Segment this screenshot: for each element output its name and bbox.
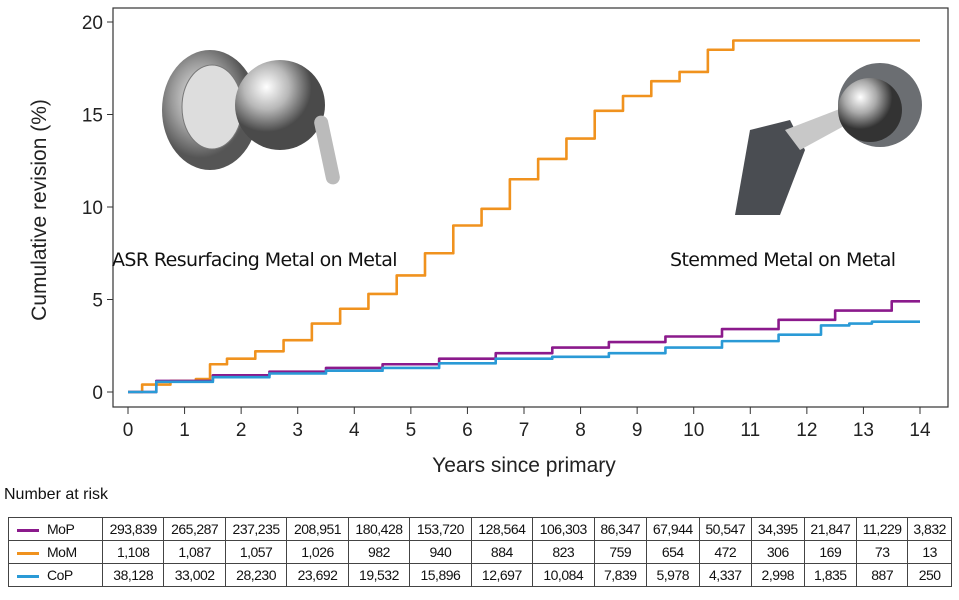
risk-count-cell: 23,692 bbox=[286, 563, 349, 587]
y-tick-label: 10 bbox=[82, 198, 103, 219]
risk-count-cell: 759 bbox=[593, 540, 648, 564]
table-row: CoP 38,128 33,002 28,230 23,692 19,532 15,896 1… bbox=[8, 563, 952, 587]
legend-swatch bbox=[17, 551, 39, 555]
risk-count-cell: 884 bbox=[470, 540, 534, 564]
row-label: CoP bbox=[47, 567, 73, 583]
x-tick-label: 2 bbox=[236, 420, 247, 441]
row-label-cell: CoP bbox=[8, 563, 103, 587]
risk-count-cell: 153,720 bbox=[409, 517, 472, 541]
y-tick-label: 20 bbox=[82, 13, 103, 34]
risk-count-cell: 237,235 bbox=[224, 517, 288, 541]
risk-count-cell: 982 bbox=[347, 540, 411, 564]
risk-count-cell: 306 bbox=[751, 540, 805, 564]
y-tick-label: 15 bbox=[82, 106, 103, 127]
stemmed-implant-image bbox=[730, 60, 930, 215]
risk-count-cell: 5,978 bbox=[646, 563, 700, 587]
risk-count-cell: 38,128 bbox=[101, 563, 165, 587]
table-row: MoM 1,108 1,087 1,057 1,026 982 940 884 823 759 65… bbox=[8, 540, 952, 564]
table-row: MoP 293,839 265,287 237,235 208,951 180,428 15… bbox=[8, 517, 952, 541]
risk-count-cell: 169 bbox=[803, 540, 858, 564]
row-label: MoP bbox=[47, 521, 75, 537]
risk-count-cell: 67,944 bbox=[646, 517, 700, 541]
x-tick-label: 0 bbox=[123, 420, 134, 441]
risk-count-cell: 34,395 bbox=[751, 517, 805, 541]
x-tick-label: 5 bbox=[406, 420, 417, 441]
x-tick-label: 9 bbox=[632, 420, 643, 441]
risk-count-cell: 28,230 bbox=[224, 563, 288, 587]
risk-count-cell: 293,839 bbox=[101, 517, 165, 541]
risk-count-cell: 2,998 bbox=[751, 563, 805, 587]
risk-count-cell: 12,697 bbox=[470, 563, 534, 587]
risk-count-cell: 1,057 bbox=[224, 540, 288, 564]
risk-count-cell: 15,896 bbox=[409, 563, 472, 587]
series-line-cop bbox=[128, 320, 920, 394]
risk-count-cell: 208,951 bbox=[286, 517, 349, 541]
y-axis-label: Cumulative revision (%) bbox=[28, 99, 51, 321]
risk-table-title: Number at risk bbox=[4, 486, 109, 503]
risk-count-cell: 106,303 bbox=[532, 517, 595, 541]
risk-count-cell: 180,428 bbox=[347, 517, 411, 541]
risk-count-cell: 19,532 bbox=[347, 563, 411, 587]
x-tick-label: 8 bbox=[575, 420, 586, 441]
y-tick-label: 5 bbox=[92, 291, 103, 312]
risk-count-cell: 13 bbox=[907, 540, 952, 564]
legend-swatch bbox=[17, 528, 39, 532]
x-tick-label: 7 bbox=[519, 420, 530, 441]
x-tick-label: 14 bbox=[909, 420, 931, 441]
x-tick-label: 6 bbox=[462, 420, 473, 441]
risk-count-cell: 21,847 bbox=[803, 517, 858, 541]
risk-count-cell: 11,229 bbox=[856, 517, 909, 541]
risk-count-cell: 1,108 bbox=[101, 540, 165, 564]
series-line-mom bbox=[128, 39, 920, 394]
risk-count-cell: 887 bbox=[856, 563, 909, 587]
x-tick-label: 12 bbox=[796, 420, 817, 441]
x-tick-label: 3 bbox=[292, 420, 303, 441]
y-tick-label: 0 bbox=[92, 383, 103, 404]
x-tick-label: 1 bbox=[179, 420, 190, 441]
annotation-asr-resurfacing: ASR Resurfacing Metal on Metal bbox=[112, 249, 398, 271]
risk-count-cell: 50,547 bbox=[698, 517, 753, 541]
x-tick-label: 10 bbox=[683, 420, 704, 441]
risk-count-cell: 128,564 bbox=[470, 517, 534, 541]
risk-count-cell: 7,839 bbox=[593, 563, 648, 587]
row-label-cell: MoM bbox=[8, 540, 103, 564]
risk-count-cell: 940 bbox=[409, 540, 472, 564]
annotation-stemmed: Stemmed Metal on Metal bbox=[670, 249, 896, 271]
risk-count-cell: 265,287 bbox=[163, 517, 226, 541]
x-axis-label: Years since primary bbox=[432, 454, 616, 477]
legend-swatch bbox=[17, 574, 39, 578]
risk-count-cell: 1,026 bbox=[286, 540, 349, 564]
risk-count-cell: 250 bbox=[907, 563, 952, 587]
risk-count-cell: 86,347 bbox=[593, 517, 648, 541]
resurfacing-implant-image bbox=[150, 45, 370, 195]
x-tick-label: 11 bbox=[740, 420, 760, 441]
number-at-risk-table: MoP 293,839 265,287 237,235 208,951 180,428 15… bbox=[8, 517, 952, 587]
risk-count-cell: 3,832 bbox=[907, 517, 952, 541]
risk-count-cell: 10,084 bbox=[532, 563, 595, 587]
risk-count-cell: 4,337 bbox=[698, 563, 753, 587]
row-label: MoM bbox=[47, 544, 77, 560]
risk-count-cell: 823 bbox=[532, 540, 595, 564]
x-tick-label: 4 bbox=[349, 420, 360, 441]
risk-count-cell: 654 bbox=[646, 540, 700, 564]
risk-count-cell: 33,002 bbox=[163, 563, 226, 587]
row-label-cell: MoP bbox=[8, 517, 103, 541]
x-tick-label: 13 bbox=[853, 420, 874, 441]
risk-count-cell: 1,835 bbox=[803, 563, 858, 587]
risk-count-cell: 1,087 bbox=[163, 540, 226, 564]
risk-count-cell: 73 bbox=[856, 540, 909, 564]
risk-count-cell: 472 bbox=[698, 540, 753, 564]
